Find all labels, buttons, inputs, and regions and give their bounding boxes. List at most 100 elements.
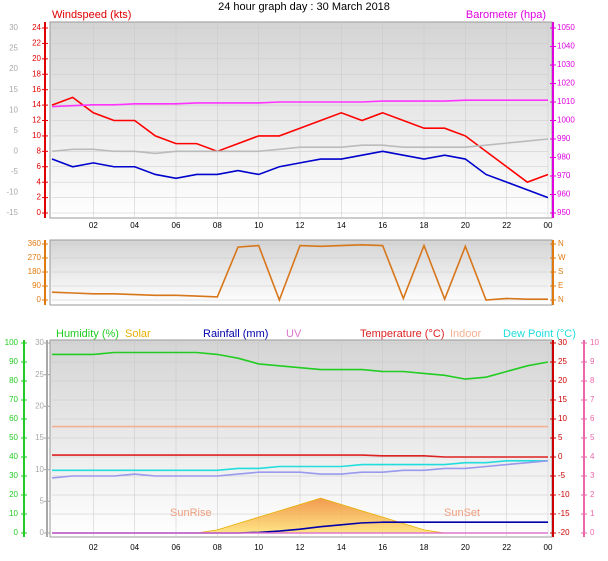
y2-tick-label: 980 bbox=[557, 153, 571, 162]
y2-tick-label: 960 bbox=[557, 190, 571, 199]
y3-tick-label: 5 bbox=[40, 496, 45, 505]
y-tick-label: 80 bbox=[9, 376, 18, 385]
y2-tick-label: W bbox=[558, 253, 566, 262]
y-tick-label: 20 bbox=[32, 54, 41, 63]
y-tick-label: 12 bbox=[32, 116, 41, 125]
y-tick-label: 0 bbox=[14, 528, 19, 537]
plot-area bbox=[49, 239, 553, 306]
y-tick-label: 24 bbox=[32, 23, 41, 32]
y4-tick-label: 2 bbox=[590, 490, 595, 499]
y-tick-label: 70 bbox=[9, 395, 18, 404]
y3-tick-label: 15 bbox=[9, 85, 18, 94]
y4-tick-label: 10 bbox=[590, 338, 599, 347]
x-tick-label: 12 bbox=[296, 543, 305, 552]
line bbox=[51, 150, 549, 199]
y2-tick-label: 990 bbox=[557, 134, 571, 143]
x-tick-label: 06 bbox=[172, 543, 181, 552]
x-tick-label: 08 bbox=[213, 543, 222, 552]
y3-tick-label: 20 bbox=[9, 64, 18, 73]
y3-tick-label: 20 bbox=[35, 401, 44, 410]
legend-entry: Indoor bbox=[450, 328, 482, 340]
y4-tick-label: 0 bbox=[590, 528, 595, 537]
line bbox=[52, 351, 549, 380]
x-tick-label: 04 bbox=[130, 221, 139, 230]
y2-tick-label: -15 bbox=[558, 509, 570, 518]
annotation: SunRise bbox=[170, 507, 212, 519]
x-tick-label: 00 bbox=[544, 543, 553, 552]
y2-tick-label: 970 bbox=[557, 171, 571, 180]
y3-tick-label: -10 bbox=[6, 188, 18, 197]
x-tick-label: 14 bbox=[337, 221, 346, 230]
y3-tick-label: 10 bbox=[9, 105, 18, 114]
y2-tick-label: 1040 bbox=[557, 42, 575, 51]
line bbox=[51, 138, 549, 155]
legend-entry: Humidity (%) bbox=[56, 328, 119, 340]
y-tick-label: 16 bbox=[32, 85, 41, 94]
y2-tick-label: -10 bbox=[558, 490, 570, 499]
y2-tick-label: 1010 bbox=[557, 97, 575, 106]
y2-tick-label: 5 bbox=[558, 433, 563, 442]
y-tick-label: 180 bbox=[28, 267, 42, 276]
y3-tick-label: 0 bbox=[40, 528, 45, 537]
x-tick-label: 20 bbox=[461, 543, 470, 552]
x-tick-label: 18 bbox=[420, 221, 429, 230]
y3-tick-label: 30 bbox=[35, 338, 44, 347]
x-tick-label: 00 bbox=[544, 221, 553, 230]
y4-tick-label: 7 bbox=[590, 395, 595, 404]
x-tick-label: 10 bbox=[254, 543, 263, 552]
y2-tick-label: 1020 bbox=[557, 79, 575, 88]
legend-entry: Rainfall (mm) bbox=[203, 328, 268, 340]
y4-tick-label: 6 bbox=[590, 414, 595, 423]
y3-tick-label: 25 bbox=[35, 370, 44, 379]
y3-tick-label: 15 bbox=[35, 433, 44, 442]
y-tick-label: 30 bbox=[9, 471, 18, 480]
y3-tick-label: 5 bbox=[14, 126, 19, 135]
y3-tick-label: 30 bbox=[9, 23, 18, 32]
y3-tick-label: 25 bbox=[9, 44, 18, 53]
line bbox=[51, 96, 549, 184]
y2-tick-label: E bbox=[558, 281, 563, 290]
y-tick-label: 90 bbox=[9, 357, 18, 366]
x-tick-label: 08 bbox=[213, 221, 222, 230]
y-tick-label: 90 bbox=[32, 281, 41, 290]
y2-tick-label: 25 bbox=[558, 357, 567, 366]
y4-tick-label: 3 bbox=[590, 471, 595, 480]
y2-tick-label: -20 bbox=[558, 528, 570, 537]
x-tick-label: 22 bbox=[502, 221, 511, 230]
y3-tick-label: -15 bbox=[6, 208, 18, 217]
y-tick-label: 4 bbox=[37, 177, 42, 186]
y-tick-label: 50 bbox=[9, 433, 18, 442]
y2-tick-label: 950 bbox=[557, 208, 571, 217]
y2-tick-label: 0 bbox=[558, 452, 563, 461]
x-tick-label: 16 bbox=[378, 221, 387, 230]
y-tick-label: 8 bbox=[37, 146, 42, 155]
y2-tick-label: 1050 bbox=[557, 23, 575, 32]
x-tick-label: 20 bbox=[461, 221, 470, 230]
y4-tick-label: 8 bbox=[590, 376, 595, 385]
y2-tick-label: N bbox=[558, 239, 564, 248]
x-tick-label: 02 bbox=[89, 543, 98, 552]
y2-tick-label: N bbox=[558, 295, 564, 304]
x-tick-label: 22 bbox=[502, 543, 511, 552]
line bbox=[52, 454, 548, 458]
y-tick-label: 360 bbox=[28, 239, 42, 248]
legend-entry: Dew Point (°C) bbox=[503, 328, 576, 340]
line bbox=[51, 99, 548, 108]
y-tick-label: 18 bbox=[32, 69, 41, 78]
y4-tick-label: 1 bbox=[590, 509, 595, 518]
line bbox=[51, 460, 549, 479]
y2-tick-label: 15 bbox=[558, 395, 567, 404]
x-tick-label: 12 bbox=[296, 221, 305, 230]
y3-tick-label: -5 bbox=[11, 167, 19, 176]
x-tick-label: 18 bbox=[420, 543, 429, 552]
y-tick-label: 10 bbox=[32, 131, 41, 140]
line bbox=[51, 243, 548, 303]
x-tick-label: 16 bbox=[378, 543, 387, 552]
x-tick-label: 02 bbox=[89, 221, 98, 230]
y-tick-label: 40 bbox=[9, 452, 18, 461]
annotation: SunSet bbox=[444, 507, 480, 519]
y-tick-label: 60 bbox=[9, 414, 18, 423]
y3-tick-label: 0 bbox=[14, 146, 19, 155]
y-tick-label: 0 bbox=[37, 208, 42, 217]
